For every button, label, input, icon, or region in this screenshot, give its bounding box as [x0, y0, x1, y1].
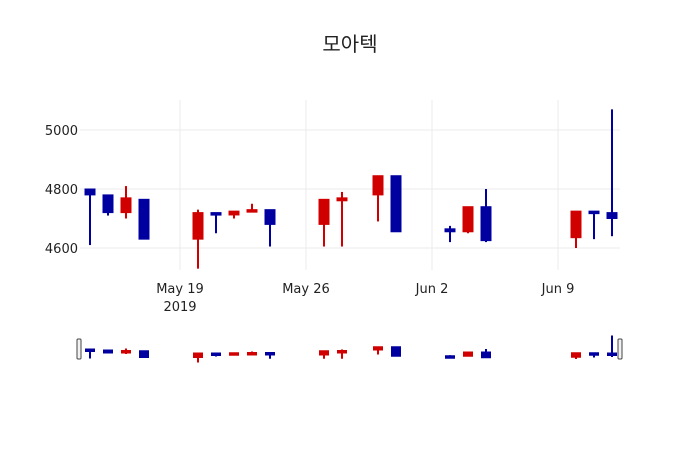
candle-decreasing [103, 349, 113, 354]
candle-decreasing [589, 352, 599, 358]
x-axis: May 19 2019 May 26 Jun 2 Jun 9 [156, 282, 574, 315]
candle-decreasing [391, 346, 401, 357]
candle-increasing [193, 352, 203, 363]
range-slider[interactable] [76, 335, 623, 363]
candle-increasing [246, 203, 258, 213]
candle-decreasing [607, 335, 617, 357]
candle-decreasing [265, 352, 275, 359]
candle-increasing [247, 351, 257, 356]
candle-increasing [336, 191, 348, 247]
candle-decreasing [84, 188, 96, 246]
y-tick-label: 5000 [45, 124, 78, 139]
candle-increasing [463, 351, 473, 357]
candle-decreasing [390, 175, 402, 233]
range-slider-left-handle[interactable] [76, 338, 82, 360]
candle-increasing [228, 210, 240, 219]
x-tick-label: May 26 [282, 282, 330, 297]
candle-increasing [192, 209, 204, 269]
chart-title: 모아텍 [322, 32, 378, 56]
candle-increasing [121, 348, 131, 354]
y-tick-label: 4600 [45, 242, 78, 257]
candle-decreasing [102, 194, 114, 216]
candle-decreasing [138, 198, 150, 240]
candle-decreasing [588, 210, 600, 240]
candle-increasing [319, 350, 329, 359]
range-slider-candles [85, 335, 617, 363]
candle-decreasing [210, 212, 222, 234]
candle-decreasing [139, 350, 149, 358]
candle-increasing [229, 352, 239, 356]
candle-increasing [372, 175, 384, 222]
candle-decreasing [606, 109, 618, 237]
candle-increasing [337, 349, 347, 359]
x-tick-label: Jun 9 [541, 282, 575, 297]
candle-increasing [570, 210, 582, 248]
candle-decreasing [211, 352, 221, 357]
candle-increasing [120, 186, 132, 219]
x-tick-label: Jun 2 [415, 282, 449, 297]
candles [84, 109, 618, 269]
candle-decreasing [264, 209, 276, 247]
range-slider-right-handle[interactable] [617, 338, 623, 360]
candle-decreasing [444, 225, 456, 243]
candle-decreasing [481, 349, 491, 359]
x-tick-label: May 19 [156, 282, 204, 297]
gridlines [80, 100, 620, 270]
candle-increasing [571, 352, 581, 359]
candle-increasing [318, 198, 330, 247]
candle-decreasing [480, 189, 492, 243]
candle-decreasing [445, 355, 455, 359]
y-axis: 4600 4800 5000 [45, 124, 78, 257]
candle-increasing [373, 346, 383, 355]
candle-decreasing [85, 348, 95, 359]
x-tick-year-label: 2019 [163, 300, 196, 315]
y-tick-label: 4800 [45, 183, 78, 198]
candle-increasing [462, 206, 474, 234]
